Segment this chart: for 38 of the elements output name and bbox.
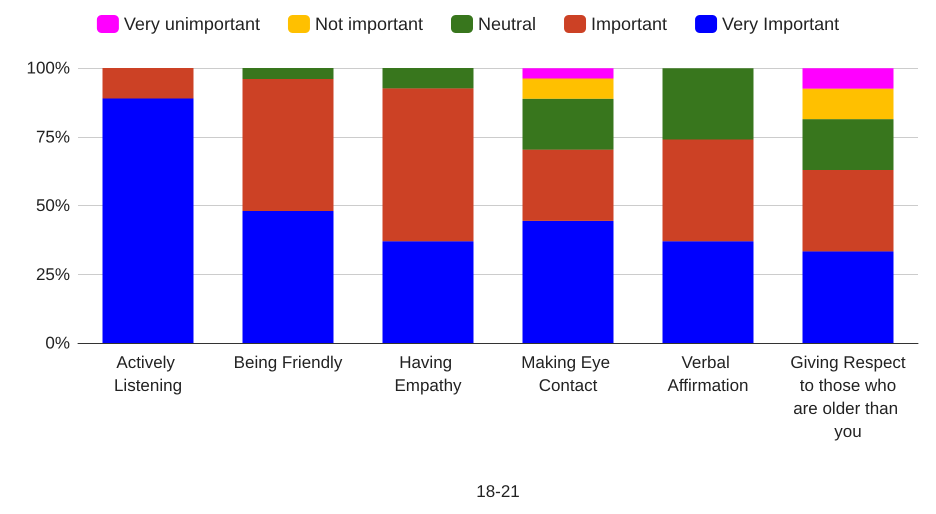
x-tick-label: Giving Respect to those who are older than you — [790, 353, 906, 441]
bar — [522, 220, 614, 343]
bar — [242, 79, 334, 211]
bar — [242, 68, 334, 79]
x-tick-label: Having Empathy — [394, 353, 462, 395]
x-tick-label: Verbal Affirmation — [668, 353, 748, 395]
legend-label: Very unimportant — [124, 14, 260, 34]
legend-label: Important — [591, 14, 668, 34]
bar — [662, 241, 754, 343]
bar — [382, 88, 474, 242]
bar — [102, 68, 194, 99]
x-tick-label: Making Eye Contact — [521, 353, 615, 395]
legend-label: Not important — [314, 14, 424, 34]
bar — [662, 140, 754, 242]
bar — [802, 251, 894, 343]
y-tick-label: 100% — [26, 58, 70, 78]
bar — [522, 150, 614, 221]
bar — [662, 68, 754, 140]
legend-label: Very Important — [722, 14, 840, 34]
bar — [802, 88, 894, 120]
x-tick-label: Being Friendly — [234, 353, 343, 372]
y-tick-label: 0% — [45, 334, 70, 352]
x-tick-label: Actively Listening — [114, 353, 182, 395]
bar — [102, 98, 194, 343]
bar — [802, 68, 894, 89]
y-tick-label: 75% — [36, 127, 70, 146]
y-tick-label: 25% — [36, 264, 70, 284]
bar — [802, 170, 894, 252]
legend-label: Neutral — [478, 14, 536, 34]
bar — [242, 211, 334, 343]
bar — [382, 68, 474, 88]
bar — [522, 68, 614, 78]
y-tick-label: 50% — [36, 196, 70, 215]
bar — [522, 78, 614, 99]
bar — [382, 241, 474, 343]
bar — [522, 98, 614, 150]
bar — [802, 119, 894, 170]
x-axis-title: 18-21 — [476, 482, 520, 501]
